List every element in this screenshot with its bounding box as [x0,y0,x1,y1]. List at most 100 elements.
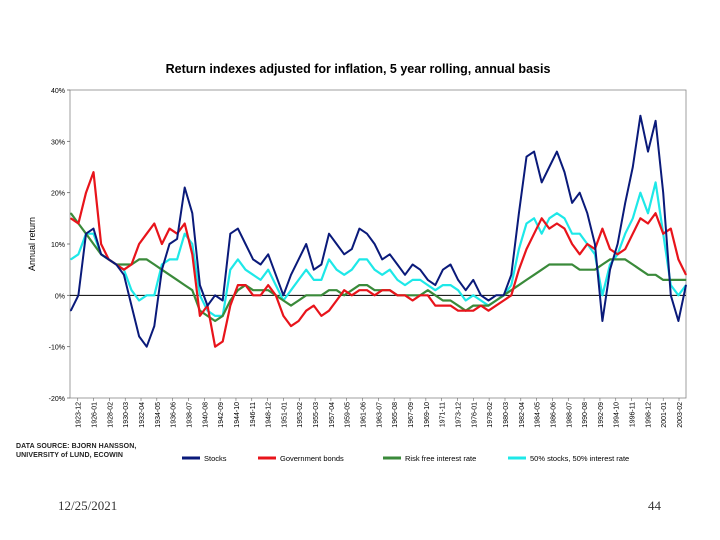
data-point [351,269,353,271]
data-point [161,269,163,271]
data-point [168,258,171,260]
data-point [442,299,444,302]
data-point [358,228,360,230]
x-tick-label: 1963-07 [376,402,383,428]
data-point [168,274,171,276]
plot-area [69,89,687,399]
data-point [503,299,505,302]
data-point [632,166,634,168]
data-point [662,192,664,194]
data-point [328,310,330,312]
legend-label: Government bonds [280,454,344,463]
data-point [495,294,497,296]
data-point [214,294,216,296]
data-point [351,248,353,250]
x-tick-label: 1936-06 [171,402,178,428]
data-point [518,284,520,286]
x-tick-label: 1988-07 [566,402,573,428]
data-point [601,294,604,296]
data-point [579,269,581,271]
data-point [123,274,125,276]
data-point [313,305,315,307]
data-point [199,294,201,296]
data-point [298,258,300,260]
data-point [92,233,95,235]
x-tick-label: 1957-04 [329,402,336,428]
data-point [533,233,535,235]
slide-date: 12/25/2021 [58,498,118,513]
data-point [639,115,642,117]
data-point [381,258,383,260]
data-point [146,258,148,260]
x-tick-label: 1934-05 [155,402,162,428]
data-point [146,294,148,296]
data-point [92,228,95,230]
data-point [320,263,323,266]
data-point [305,310,307,312]
data-point [639,217,642,219]
data-point [427,294,429,296]
y-tick-label: -10% [49,345,65,352]
data-point [563,171,566,173]
data-point [563,217,566,219]
y-tick-label: 30% [51,139,65,146]
data-point [495,299,497,302]
data-point [237,289,239,291]
data-point [389,269,391,271]
data-point [617,243,619,245]
y-axis: -20% -10% 0% 10% 20% 30% 40% [49,88,70,403]
y-tick-label: -20% [49,396,65,403]
data-point [571,243,573,245]
data-point [373,289,376,291]
data-point [343,294,345,296]
data-point [419,269,421,271]
data-point [343,274,345,276]
data-point [389,289,391,291]
data-point [404,274,406,276]
data-point [313,294,315,296]
data-point [677,294,680,296]
data-point [77,253,79,255]
data-point [677,320,680,322]
data-point [100,243,102,245]
data-point [533,151,535,153]
data-point [366,258,368,260]
data-point [419,279,421,281]
data-point [199,284,201,286]
data-point [419,294,421,296]
data-point [563,228,566,230]
data-point [685,279,687,281]
data-point [556,263,558,266]
data-point [586,243,588,245]
data-point [411,299,414,302]
data-point [328,258,330,260]
data-point [670,294,672,296]
data-point [662,233,664,235]
data-point [594,269,596,271]
x-tick-label: 1978-02 [487,402,494,428]
x-tick-label: 1996-11 [630,402,637,427]
y-tick-label: 20% [51,191,65,198]
data-point [639,269,642,271]
x-tick-label: 1940-08 [202,402,209,428]
data-point [229,305,231,307]
data-point [586,269,588,271]
data-point [472,305,474,307]
data-point [191,289,193,291]
data-point [571,263,573,266]
data-point [411,279,414,281]
data-point [510,274,512,276]
data-point [609,248,611,250]
data-point [563,263,566,266]
data-point [267,269,269,271]
data-point [336,269,338,271]
data-point [548,263,550,266]
data-point [244,243,247,245]
data-point [465,299,467,302]
data-point [487,310,490,312]
data-point [138,335,140,337]
data-point [685,274,687,276]
data-point [427,289,429,291]
data-point [184,233,186,235]
data-point [670,228,672,230]
